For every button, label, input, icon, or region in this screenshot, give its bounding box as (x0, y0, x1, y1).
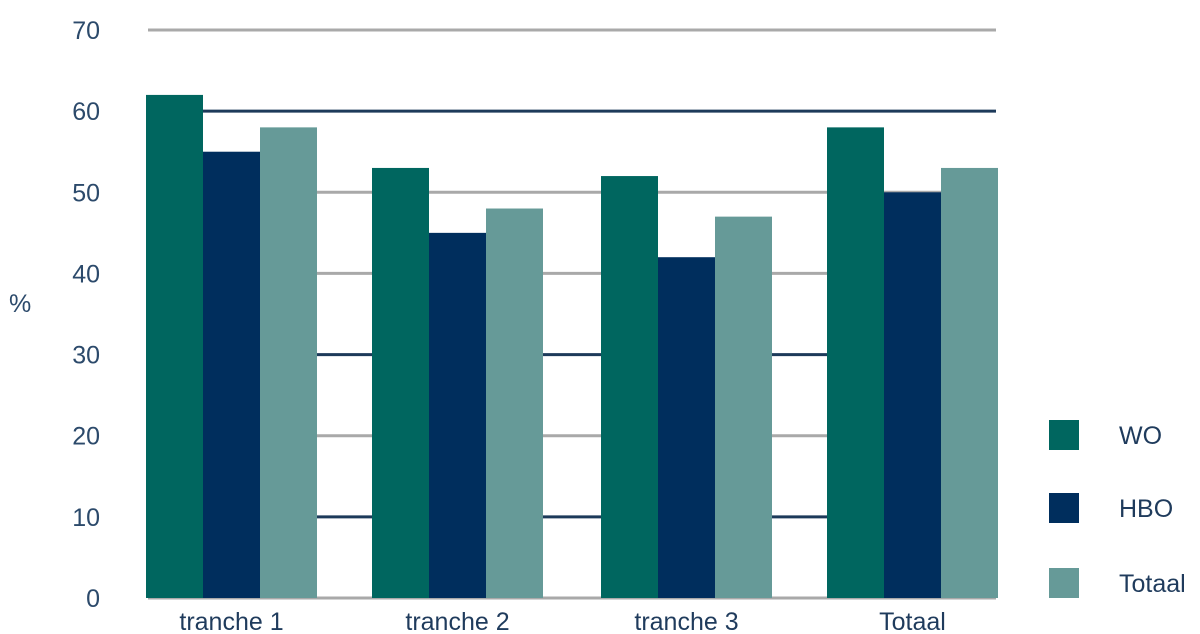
bar-wo-3 (601, 176, 658, 599)
category-labels: tranche 1 tranche 2 tranche 3 Totaal (179, 608, 945, 634)
bar-wo-4 (827, 127, 884, 598)
legend-swatch-totaal (1049, 568, 1079, 598)
legend-label-wo: WO (1119, 422, 1162, 450)
y-tick-label: 60 (72, 98, 100, 126)
bar-totaal-4 (941, 167, 998, 598)
bar-hbo-4 (884, 192, 941, 599)
y-axis-label: % (9, 290, 31, 318)
legend-swatch-hbo (1049, 493, 1079, 523)
bar-hbo-2 (429, 232, 486, 598)
category-label: tranche 1 (179, 608, 283, 634)
y-axis-ticks: 0 10 20 30 40 50 60 70 (72, 17, 100, 613)
y-tick-label: 20 (72, 423, 100, 451)
y-tick-label: 70 (72, 17, 100, 45)
bar-wo-1 (146, 94, 203, 599)
bar-totaal-3 (715, 216, 772, 598)
bar-hbo-3 (658, 257, 715, 598)
legend-label-totaal: Totaal (1119, 570, 1186, 598)
legend-label-hbo: HBO (1119, 495, 1173, 523)
y-tick-label: 30 (72, 342, 100, 370)
bar-hbo-1 (203, 151, 260, 598)
y-tick-label: 40 (72, 260, 100, 288)
category-label: tranche 3 (634, 608, 738, 634)
bar-totaal-2 (486, 208, 543, 598)
bar-totaal-1 (260, 127, 317, 598)
y-tick-label: 0 (86, 585, 100, 613)
bars (146, 94, 998, 599)
y-tick-label: 10 (72, 504, 100, 532)
category-label: tranche 2 (405, 608, 509, 634)
legend: WO HBO Totaal (1049, 420, 1186, 598)
category-label: Totaal (879, 608, 946, 634)
bar-wo-2 (372, 167, 429, 598)
legend-swatch-wo (1049, 420, 1079, 450)
y-tick-label: 50 (72, 179, 100, 207)
